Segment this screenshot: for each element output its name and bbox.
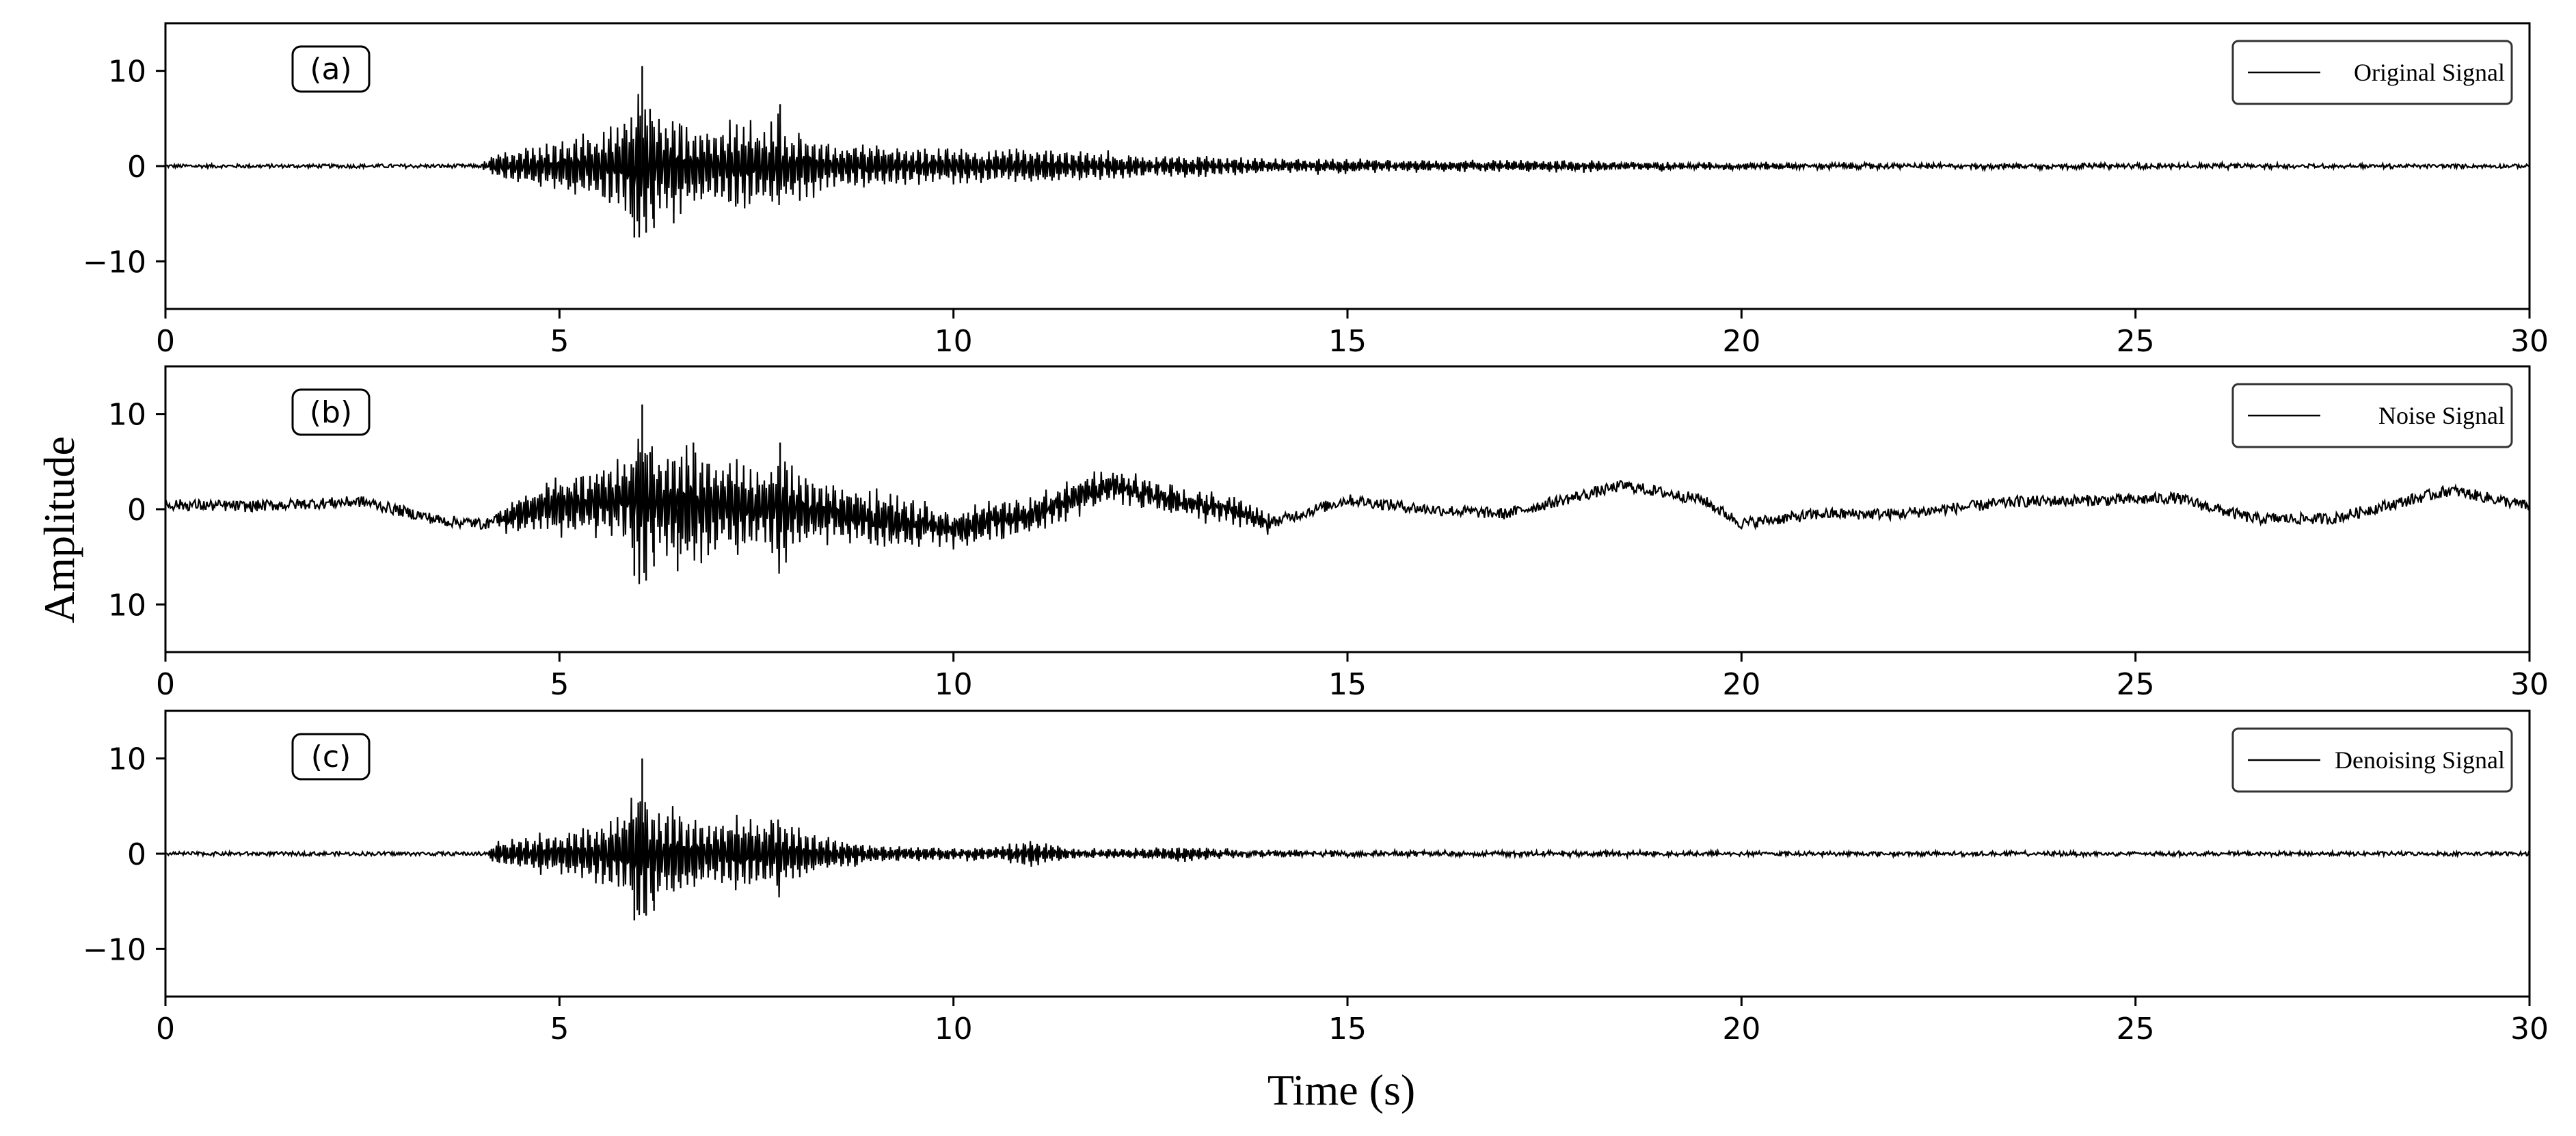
signal-line [165,94,2530,238]
x-tick-label: 20 [1722,1012,1760,1046]
panel-1: 0 5 10 15 20 25 30 10 0 −10 (a) Original Signal [83,22,2549,359]
x-tick-label: 10 [935,324,973,359]
x-tick-label: 25 [2117,324,2155,359]
y-tick-label: −10 [83,245,146,280]
x-tick-label: 25 [2117,667,2155,702]
x-tick-label: 0 [156,324,175,359]
legend-box [2231,40,2513,105]
x-tick-label: 0 [156,667,175,702]
legend-box [2231,383,2513,448]
x-tick-label: 15 [1328,324,1367,359]
x-tick-label: 30 [2510,667,2549,702]
panel-label: (c) [311,740,351,774]
y-tick-label: 10 [108,588,146,623]
x-tick-label: 10 [935,1012,973,1046]
y-tick-label: 10 [108,398,146,433]
x-tick-label: 15 [1328,667,1367,702]
x-tick-label: 5 [550,1012,569,1046]
x-tick-label: 5 [550,324,569,359]
x-tick-label: 15 [1328,1012,1367,1046]
x-tick-label: 20 [1722,324,1760,359]
x-tick-label: 25 [2117,1012,2155,1046]
panel-3: 0 5 10 15 20 25 30 10 0 −10 (c) Denoising Signal [83,709,2549,1046]
x-tick-label: 30 [2510,324,2549,359]
y-tick-label: 0 [127,150,146,185]
x-tick-label: 20 [1722,667,1760,702]
x-axis-title: Time (s) [1267,1066,1415,1114]
y-tick-label: 0 [127,493,146,528]
y-tick-label: 10 [108,55,146,90]
x-tick-label: 10 [935,667,973,702]
legend-label: Noise Signal [2378,402,2505,429]
panel-2: 0 5 10 15 20 25 30 10 0 10 (b) Noise Signal [108,365,2549,702]
y-axis-title: Amplitude [35,436,83,623]
panel-label: (a) [310,52,351,87]
panel-label-box [291,733,371,781]
legend-box [2231,727,2513,793]
panel-label-box [291,388,371,436]
y-tick-label: 10 [108,742,146,777]
x-tick-label: 0 [156,1012,175,1046]
panel-label-box [291,45,371,93]
signal-line [164,438,2531,584]
signal-line [165,797,2530,916]
legend-label: Denoising Signal [2335,746,2505,774]
y-tick-label: 0 [127,837,146,872]
y-tick-label: −10 [83,932,146,967]
panel-label: (b) [310,395,352,430]
legend-label: Original Signal [2354,59,2505,86]
x-tick-label: 30 [2510,1012,2549,1046]
x-tick-label: 5 [550,667,569,702]
